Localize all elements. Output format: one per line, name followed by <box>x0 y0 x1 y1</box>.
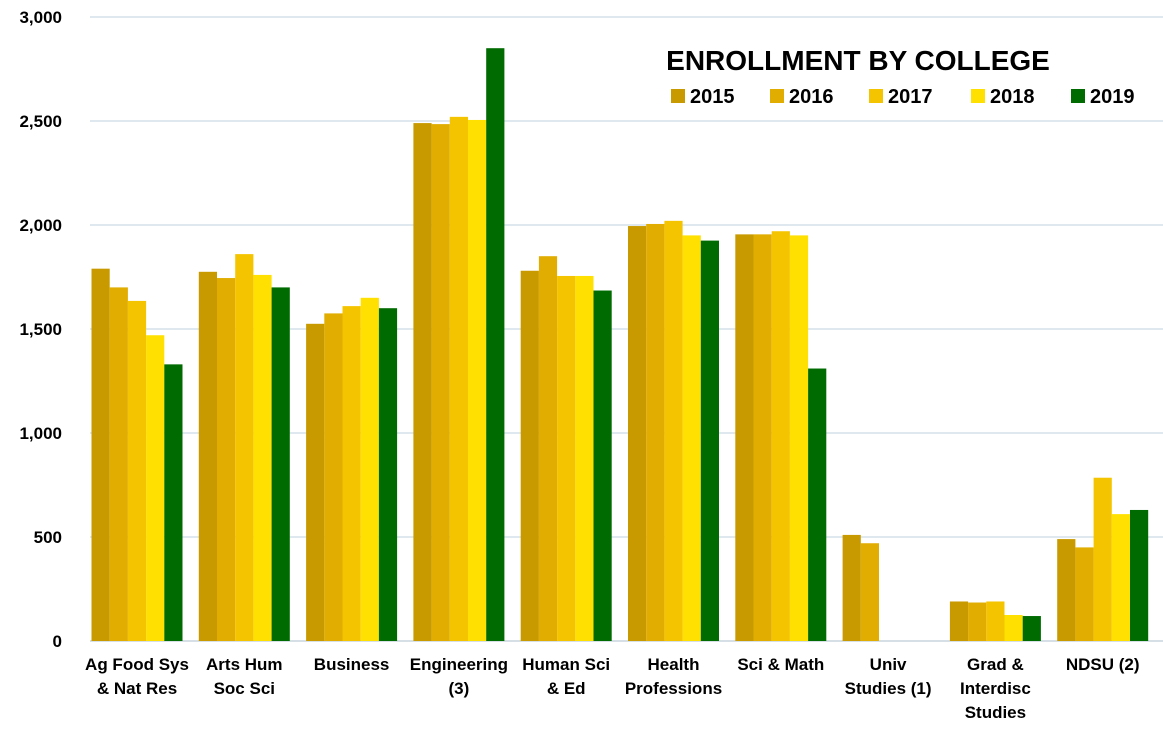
bar-2017-1 <box>235 254 254 641</box>
bar-2017-4 <box>557 275 576 641</box>
legend-swatch-2015 <box>671 89 685 103</box>
y-axis-ticks: 0 500 1,000 1,500 2,000 2,500 3,000 <box>19 8 62 651</box>
x-tick-label: Human Sci & Ed <box>522 655 610 698</box>
bar-2017-6 <box>771 231 790 642</box>
bar-2015-6 <box>735 234 754 642</box>
bar-2016-3 <box>431 124 450 642</box>
bar-2016-4 <box>538 256 558 641</box>
x-tick-label: Univ Studies (1) <box>845 655 932 698</box>
bar-2015-9 <box>1057 539 1076 641</box>
bar-2018-6 <box>789 235 809 641</box>
bar-2019-6 <box>808 368 827 641</box>
bar-2018-3 <box>468 119 487 641</box>
x-tick-label: NDSU (2) <box>1066 655 1140 674</box>
bar-2017-0 <box>127 300 147 641</box>
bar-2016-5 <box>646 223 665 641</box>
y-tick-label: 1,500 <box>19 320 62 339</box>
bar-2017-3 <box>449 116 468 642</box>
x-tick-label: Ag Food Sys & Nat Res <box>85 655 189 698</box>
legend-label-2019: 2019 <box>1090 86 1135 108</box>
bar-2019-1 <box>271 287 290 641</box>
bar-2017-8 <box>986 601 1005 641</box>
bar-2019-0 <box>164 364 183 641</box>
bar-2019-8 <box>1022 616 1041 641</box>
bar-2016-0 <box>109 287 128 641</box>
legend-label-2015: 2015 <box>690 86 735 108</box>
bar-2017-5 <box>664 220 683 641</box>
bar-2018-8 <box>1004 615 1023 641</box>
bar-2015-1 <box>198 271 217 641</box>
bar-2018-9 <box>1111 514 1130 641</box>
bar-2018-5 <box>682 235 701 641</box>
bar-2015-4 <box>520 270 539 641</box>
bar-2016-9 <box>1075 547 1094 641</box>
bar-2016-8 <box>968 602 987 641</box>
bar-2019-3 <box>486 48 505 641</box>
legend-label-2016: 2016 <box>789 86 834 108</box>
y-tick-label: 0 <box>53 632 62 651</box>
bar-2016-2 <box>324 313 343 641</box>
bar-2015-8 <box>949 601 969 641</box>
bar-2019-9 <box>1130 509 1149 641</box>
legend: 2015 2016 2017 2018 2019 <box>671 86 1135 108</box>
bar-2018-2 <box>360 297 379 641</box>
bars <box>91 48 1149 642</box>
y-tick-label: 1,000 <box>19 424 62 443</box>
bar-2015-2 <box>306 323 325 641</box>
bar-2015-3 <box>413 123 432 641</box>
legend-label-2018: 2018 <box>990 86 1035 108</box>
x-tick-label: Business <box>314 655 390 674</box>
x-tick-label: Health Professions <box>625 655 722 698</box>
x-axis-ticks: Ag Food Sys & Nat Res Arts Hum Soc Sci Busin… <box>85 655 1139 722</box>
bar-2016-6 <box>753 234 772 642</box>
bar-2015-5 <box>628 226 647 642</box>
bar-2019-4 <box>593 290 612 641</box>
bar-2019-2 <box>378 308 398 641</box>
bar-2019-5 <box>700 240 719 641</box>
legend-swatch-2016 <box>770 89 784 103</box>
x-tick-label: Sci & Math <box>737 655 824 674</box>
y-tick-label: 500 <box>34 528 62 547</box>
bar-2016-1 <box>217 278 236 641</box>
chart-title: ENROLLMENT BY COLLEGE <box>666 45 1050 76</box>
bar-2015-0 <box>91 268 110 641</box>
y-tick-label: 2,000 <box>19 216 62 235</box>
y-tick-label: 3,000 <box>19 8 62 27</box>
bar-2018-4 <box>575 275 594 641</box>
bar-2017-9 <box>1093 477 1112 641</box>
legend-swatch-2018 <box>971 89 985 103</box>
bar-2016-7 <box>860 543 879 641</box>
bar-2015-7 <box>842 534 861 641</box>
legend-swatch-2019 <box>1071 89 1085 103</box>
bar-2017-2 <box>342 306 361 641</box>
bar-2018-0 <box>146 335 165 641</box>
x-tick-label: Grad & Interdisc Studies <box>960 655 1031 722</box>
x-tick-label: Arts Hum Soc Sci <box>206 655 283 698</box>
x-tick-label: Engineering (3) <box>410 655 508 698</box>
legend-label-2017: 2017 <box>888 86 933 108</box>
y-tick-label: 2,500 <box>19 112 62 131</box>
legend-swatch-2017 <box>869 89 883 103</box>
bar-2018-1 <box>253 274 272 641</box>
